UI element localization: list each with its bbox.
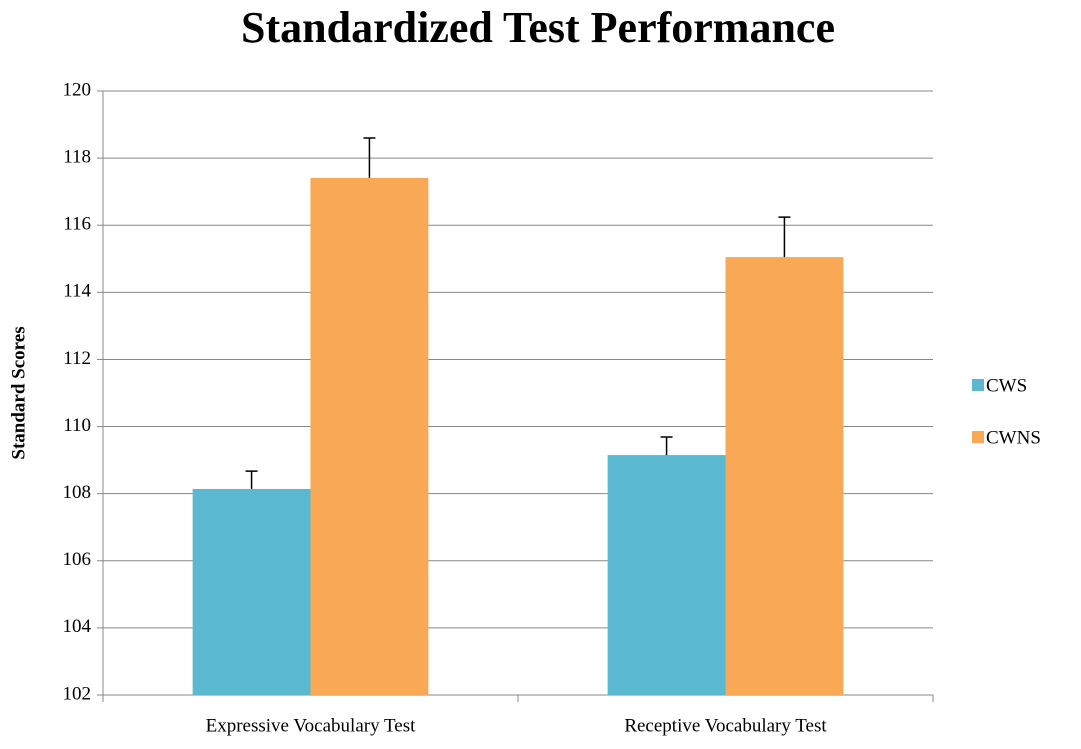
x-tick-label: Expressive Vocabulary Test: [206, 715, 416, 736]
bar: [607, 455, 726, 695]
y-axis-label: Standard Scores: [8, 326, 29, 459]
y-tick-label: 114: [63, 281, 91, 302]
y-tick-label: 118: [63, 146, 91, 167]
y-tick-label: 112: [63, 348, 91, 369]
legend-swatch: [972, 379, 984, 391]
legend-swatch: [972, 431, 984, 443]
bar: [192, 488, 311, 695]
error-bar: [660, 436, 673, 456]
legend-label: CWNS: [986, 427, 1041, 448]
bar: [310, 177, 429, 696]
error-bar: [363, 137, 376, 178]
chart-title: Standardized Test Performance: [241, 3, 835, 52]
y-tick-label: 116: [63, 214, 91, 235]
y-tick-label: 102: [63, 683, 92, 704]
y-tick-label: 106: [63, 549, 92, 570]
y-tick-label: 120: [63, 79, 92, 100]
error-bar: [778, 216, 791, 258]
x-tick-label: Receptive Vocabulary Test: [624, 715, 827, 736]
error-bar: [245, 470, 258, 489]
bar: [725, 257, 844, 695]
y-tick-label: 110: [63, 415, 91, 436]
y-tick-label: 108: [63, 482, 92, 503]
legend-label: CWS: [986, 375, 1027, 396]
y-tick-label: 104: [63, 616, 92, 637]
